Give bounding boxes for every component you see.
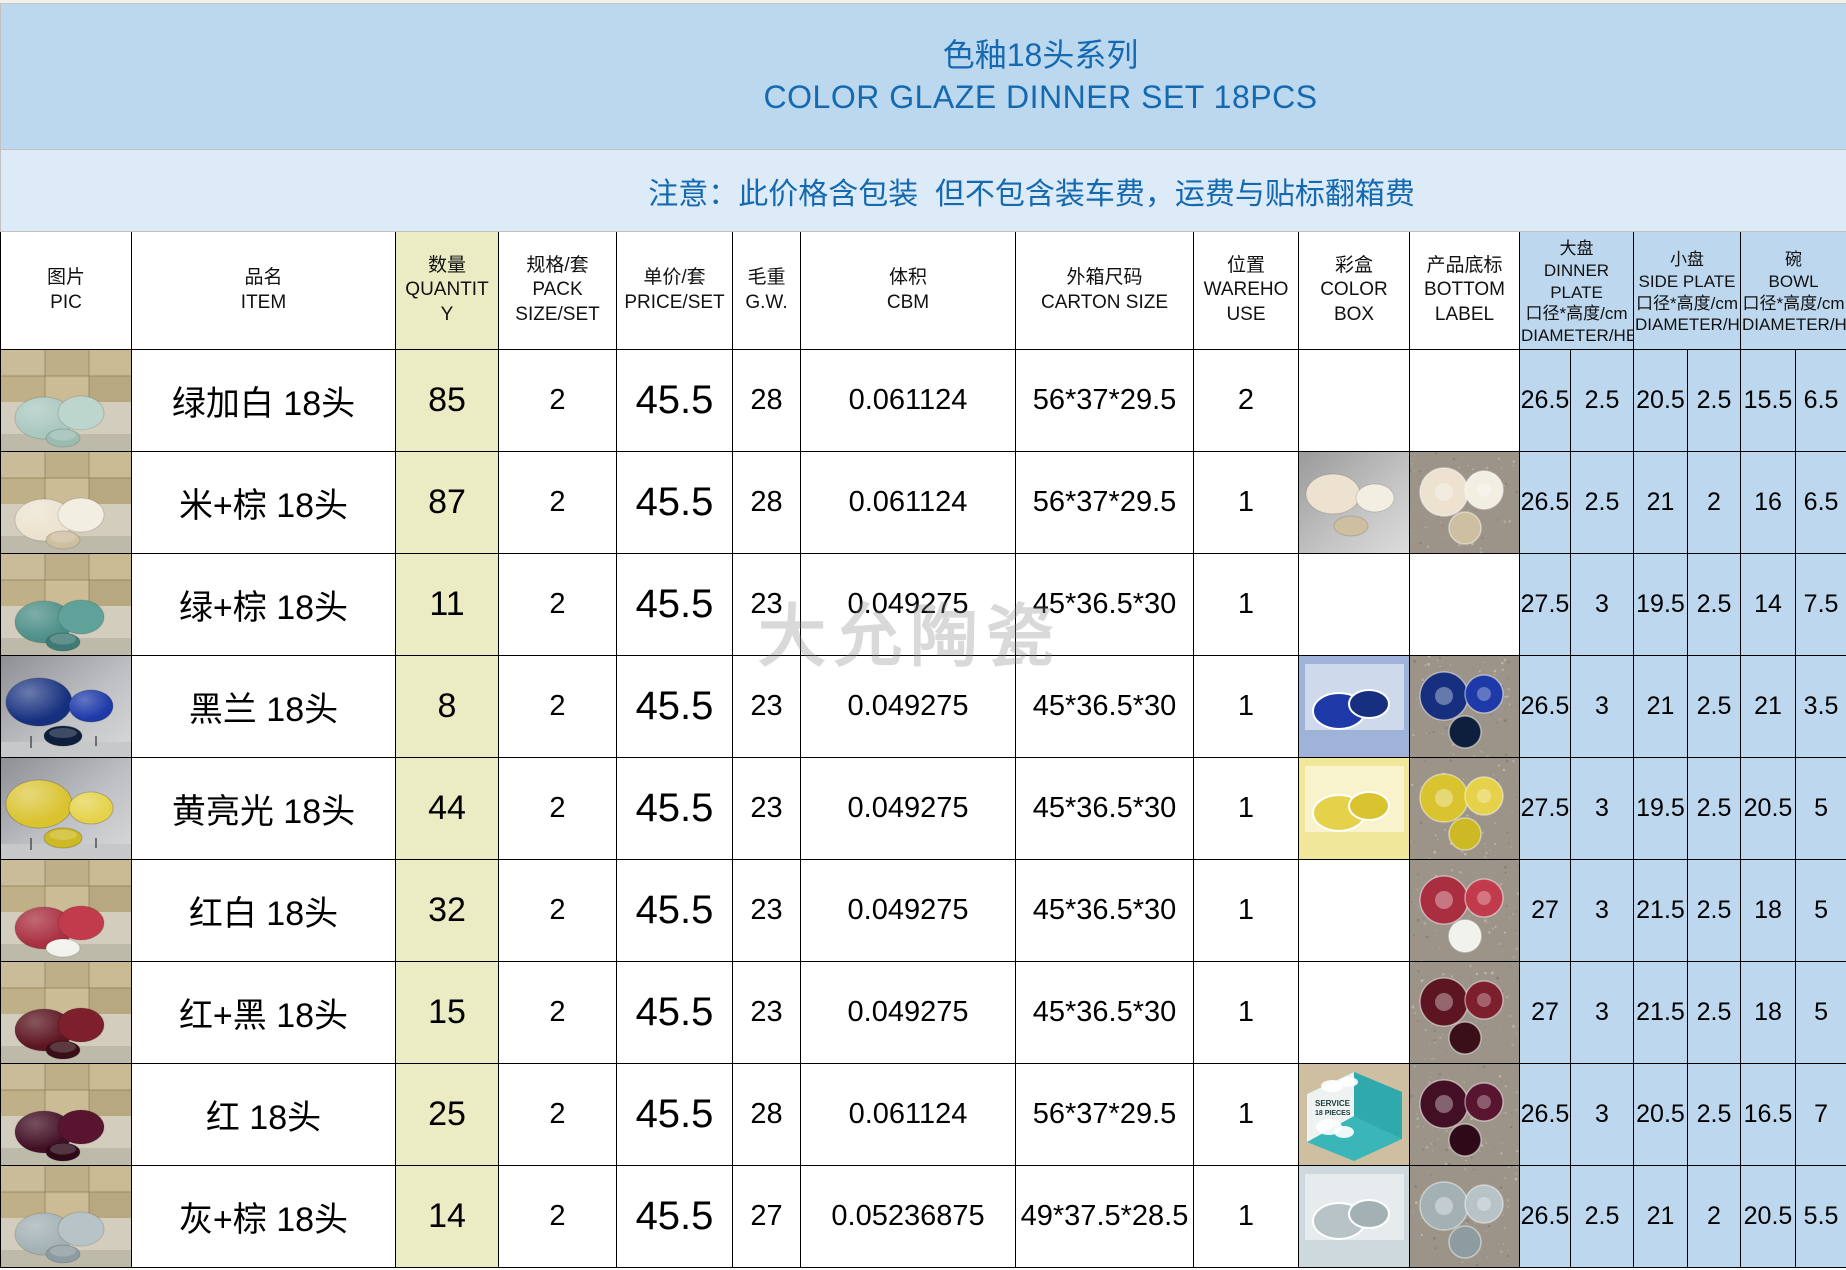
svg-text:SERVICE: SERVICE (1315, 1099, 1351, 1108)
svg-text:18 PIECES: 18 PIECES (1315, 1110, 1351, 1117)
